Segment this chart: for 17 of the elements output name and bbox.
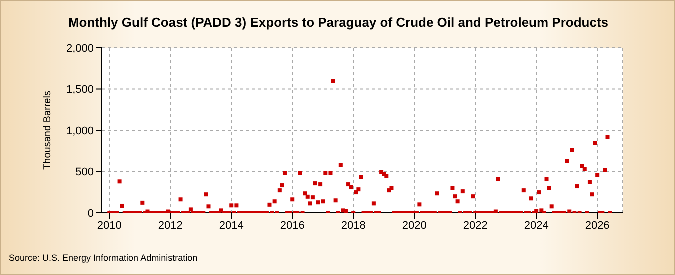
y-tick-label: 0 xyxy=(88,208,94,220)
y-tick-label: 2,000 xyxy=(66,42,94,55)
x-tick-label: 2020 xyxy=(402,220,427,232)
source-note: Source: U.S. Energy Information Administration xyxy=(9,253,198,263)
chart-title: Monthly Gulf Coast (PADD 3) Exports to Paraguay of Crude Oil and Petroleum Products xyxy=(67,15,610,30)
x-tick-label: 2010 xyxy=(97,220,122,232)
x-tick-label: 2022 xyxy=(463,220,488,232)
y-tick-label: 500 xyxy=(76,166,94,179)
x-tick-label: 2012 xyxy=(158,220,183,232)
x-tick-label: 2024 xyxy=(524,220,549,232)
y-axis-title: Thousand Barrels xyxy=(42,91,54,170)
x-tick-label: 2018 xyxy=(341,220,366,232)
x-tick-label: 2026 xyxy=(585,220,610,232)
y-tick-label: 1,000 xyxy=(66,125,94,138)
y-tick-label: 1,500 xyxy=(66,84,94,96)
x-tick-label: 2016 xyxy=(280,220,305,232)
x-tick-label: 2014 xyxy=(219,220,244,232)
